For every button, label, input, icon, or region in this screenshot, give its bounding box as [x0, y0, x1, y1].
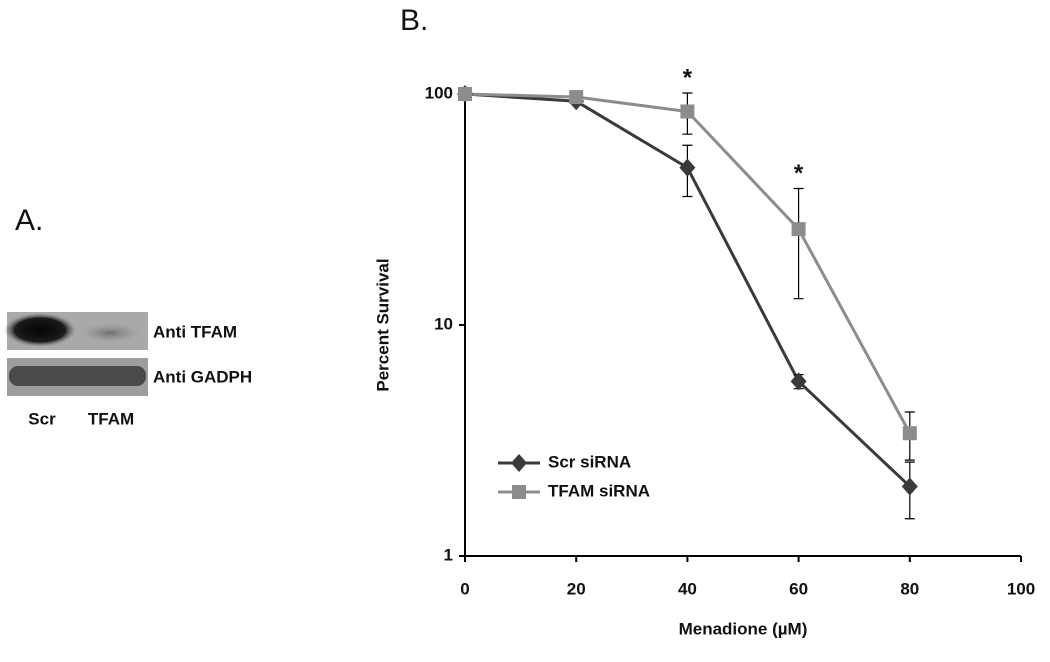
marker	[569, 90, 584, 105]
x-tick-label: 20	[567, 579, 586, 598]
marker	[511, 454, 527, 472]
annotation: *	[794, 160, 804, 187]
error-bar	[793, 187, 804, 300]
x-tick-label: 0	[460, 579, 469, 598]
marker	[791, 222, 806, 237]
marker	[902, 426, 917, 441]
legend-label: Scr siRNA	[548, 452, 631, 471]
y-tick-label: 1	[444, 545, 453, 564]
band-label: Anti TFAM	[153, 322, 237, 341]
panel-label: A.	[15, 204, 43, 237]
blot-band	[78, 323, 142, 343]
annotation: *	[683, 64, 693, 91]
western-blot	[4, 312, 148, 396]
x-tick-label: 60	[789, 579, 808, 598]
blot-band	[4, 313, 76, 347]
x-tick-label: 80	[900, 579, 919, 598]
y-axis-label: Percent Survival	[373, 258, 392, 391]
marker	[679, 158, 696, 177]
y-tick-label: 100	[425, 83, 453, 102]
y-tick-label: 10	[434, 314, 453, 333]
marker	[680, 104, 695, 119]
x-tick-label: 40	[678, 579, 697, 598]
lane-label: Scr	[28, 409, 56, 428]
marker	[458, 87, 472, 101]
panel-label: B.	[400, 4, 428, 37]
marker	[901, 477, 918, 496]
blot-band	[9, 366, 146, 386]
x-axis-label: Menadione (µM)	[679, 619, 808, 638]
marker	[512, 485, 526, 499]
lane-label: TFAM	[88, 409, 134, 428]
band-label: Anti GADPH	[153, 367, 252, 386]
x-tick-label: 100	[1007, 579, 1035, 598]
marker	[790, 372, 807, 391]
legend-label: TFAM siRNA	[548, 481, 650, 500]
